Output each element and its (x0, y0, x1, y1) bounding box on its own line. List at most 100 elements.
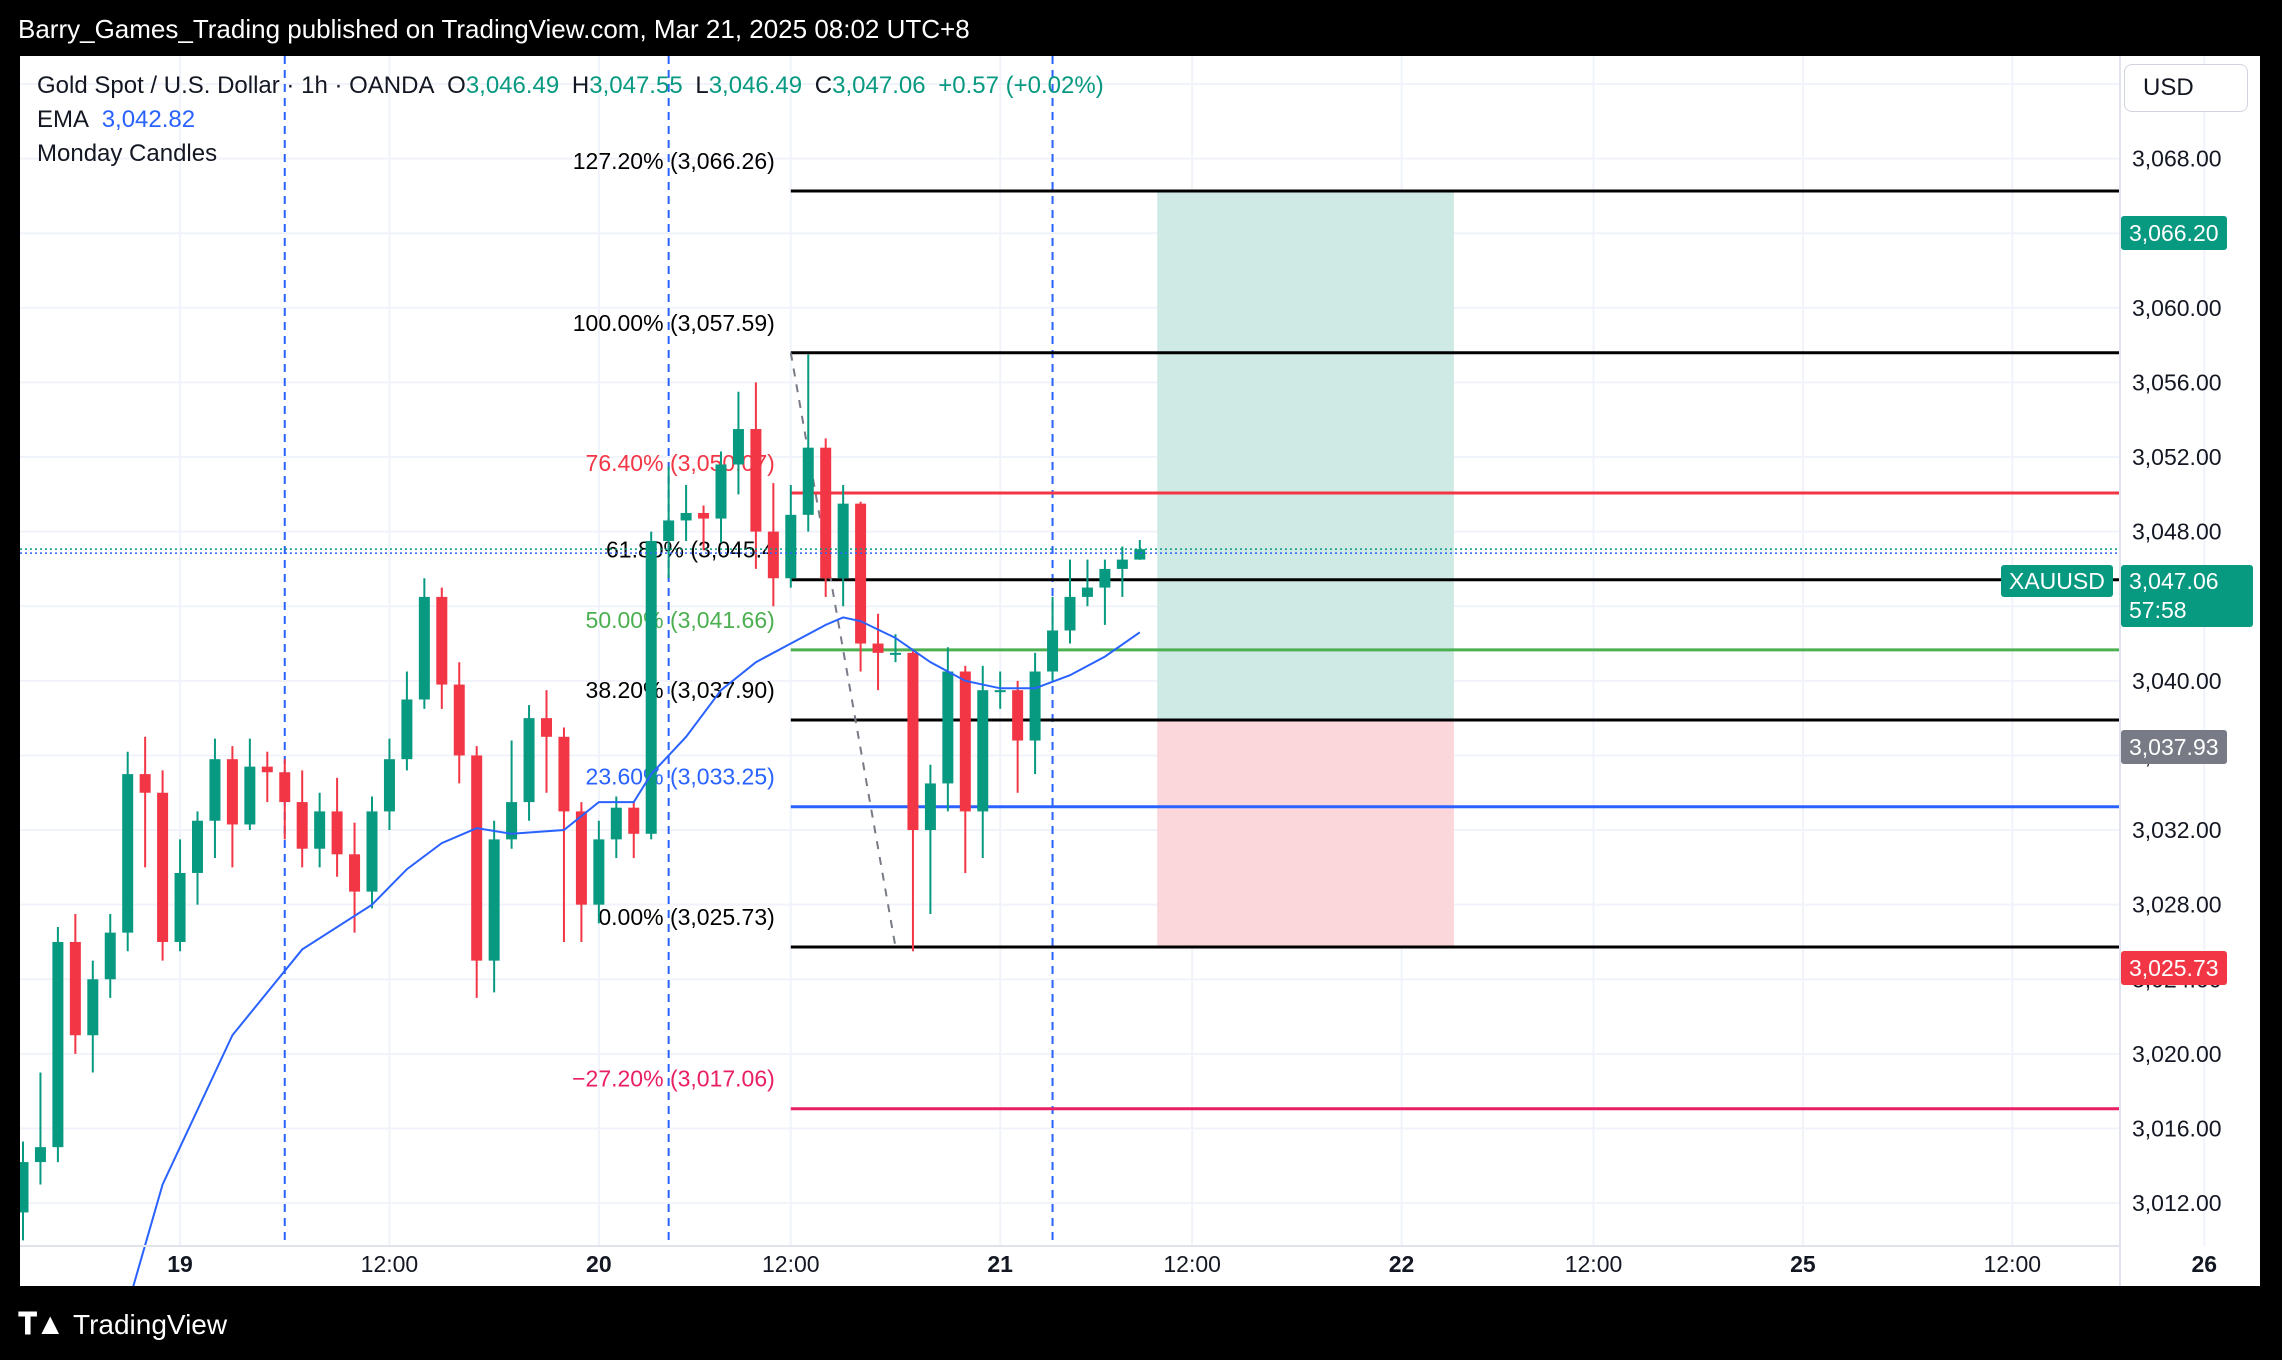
monday-candles-legend[interactable]: Monday Candles (37, 140, 223, 168)
low-value: 3,046.49 (708, 72, 803, 99)
candle (924, 764, 936, 914)
candle-body (87, 979, 99, 1036)
candle-body (34, 1147, 46, 1163)
fib-level-label: 50.00% (3,041.66) (586, 607, 775, 633)
price-tick-label: 3,020.00 (2132, 1041, 2222, 1067)
candle-body (610, 807, 622, 840)
candle (1081, 559, 1093, 607)
candle-body (872, 643, 884, 653)
symbol-title: Gold Spot / U.S. Dollar · 1h · OANDA (37, 72, 435, 99)
loss-zone (1157, 719, 1454, 948)
publish-bar: Barry_Games_Trading published on Trading… (0, 0, 2282, 56)
candle-body (541, 718, 552, 737)
candle (837, 484, 849, 607)
fib-level-label: −27.20% (3,017.06) (572, 1066, 775, 1092)
close-label: C (814, 72, 833, 99)
candle (279, 759, 291, 840)
candle-body (750, 429, 762, 532)
symbol-tag: XAUUSD (2001, 565, 2113, 597)
last-price-value: 3,047.06 (2129, 568, 2219, 594)
candle (698, 505, 710, 551)
candle (349, 822, 361, 933)
candle-body (1099, 568, 1111, 588)
candle-body (436, 596, 448, 685)
candle (680, 484, 692, 541)
candle (331, 777, 343, 877)
candle-body (1116, 559, 1128, 569)
candle-body (1064, 596, 1076, 631)
candle-body (663, 520, 675, 541)
candle-body (680, 512, 692, 521)
chart-canvas[interactable]: 127.20% (3,066.26) 100.00% (3,057.59) 76.4… (20, 56, 2260, 1286)
candle-body (767, 531, 779, 579)
candle-body (785, 514, 797, 579)
candle-body (907, 652, 919, 831)
candle-body (174, 872, 186, 942)
candle-body (296, 802, 308, 849)
candle (558, 727, 570, 942)
price-tick-label: 3,028.00 (2132, 892, 2222, 918)
candle (261, 751, 273, 803)
candle-body (244, 766, 256, 825)
candle (52, 927, 64, 1163)
tradingview-logo-icon: 𝐓▲ (18, 1308, 65, 1341)
candle (1012, 680, 1024, 793)
candle (575, 802, 587, 942)
candle-body (924, 783, 936, 831)
candle-body (401, 699, 413, 760)
candle-body (628, 807, 640, 834)
candle (401, 671, 413, 771)
candle (314, 792, 326, 868)
fib-level-label: 127.20% (3,066.26) (573, 148, 775, 174)
time-tick-label: 22 (1389, 1251, 1415, 1277)
candle-body (52, 941, 64, 1148)
candle (767, 483, 779, 607)
candle-body (802, 447, 814, 515)
fibonacci-retracement: 127.20% (3,066.26) 100.00% (3,057.59) 76.4… (572, 148, 2120, 1111)
candle-body (994, 690, 1006, 693)
candle (471, 746, 483, 998)
candle-body (506, 802, 518, 840)
last-price-line (20, 548, 2120, 554)
candle (488, 820, 500, 993)
time-tick-label: 12:00 (361, 1251, 419, 1277)
candle-body (331, 811, 343, 855)
candle (20, 1141, 29, 1241)
ema-polyline (132, 616, 1141, 1286)
candle (541, 690, 552, 793)
candle (610, 796, 622, 859)
candle-body (837, 503, 849, 579)
candle (209, 738, 221, 859)
candle-body (349, 854, 361, 892)
open-value: 3,046.49 (465, 72, 560, 99)
candle-body (1047, 630, 1059, 672)
target-price-tag: 3,066.20 (2121, 216, 2227, 250)
publish-info: Barry_Games_Trading published on Trading… (18, 14, 970, 44)
bar-countdown: 57:58 (2129, 597, 2187, 623)
candle (69, 913, 81, 1054)
candle (750, 382, 762, 569)
tradingview-logo[interactable]: 𝐓▲ TradingView (18, 1308, 227, 1342)
chart-panel[interactable]: 127.20% (3,066.26) 100.00% (3,057.59) 76.4… (20, 56, 2260, 1286)
entry-price-tag: 3,037.93 (2121, 730, 2227, 764)
price-tick-label: 3,040.00 (2132, 668, 2222, 694)
candle-body (104, 932, 116, 980)
candle (418, 578, 430, 709)
candle (977, 665, 989, 859)
candle-body (890, 652, 901, 655)
candle-body (383, 759, 395, 812)
candle-body (645, 540, 657, 834)
ema-legend[interactable]: EMA 3,042.82 (37, 106, 201, 134)
ema-value: 3,042.82 (101, 106, 196, 133)
candle (122, 751, 134, 952)
currency-selector[interactable]: USD (2124, 64, 2248, 112)
candle-body (20, 1162, 29, 1213)
candle (139, 736, 151, 868)
candle (593, 820, 605, 924)
time-tick-label: 26 (2191, 1251, 2217, 1277)
candle-body (1029, 671, 1041, 741)
candle-body (209, 759, 221, 821)
candle (366, 796, 378, 909)
time-tick-label: 19 (167, 1251, 193, 1277)
candle (663, 466, 675, 579)
